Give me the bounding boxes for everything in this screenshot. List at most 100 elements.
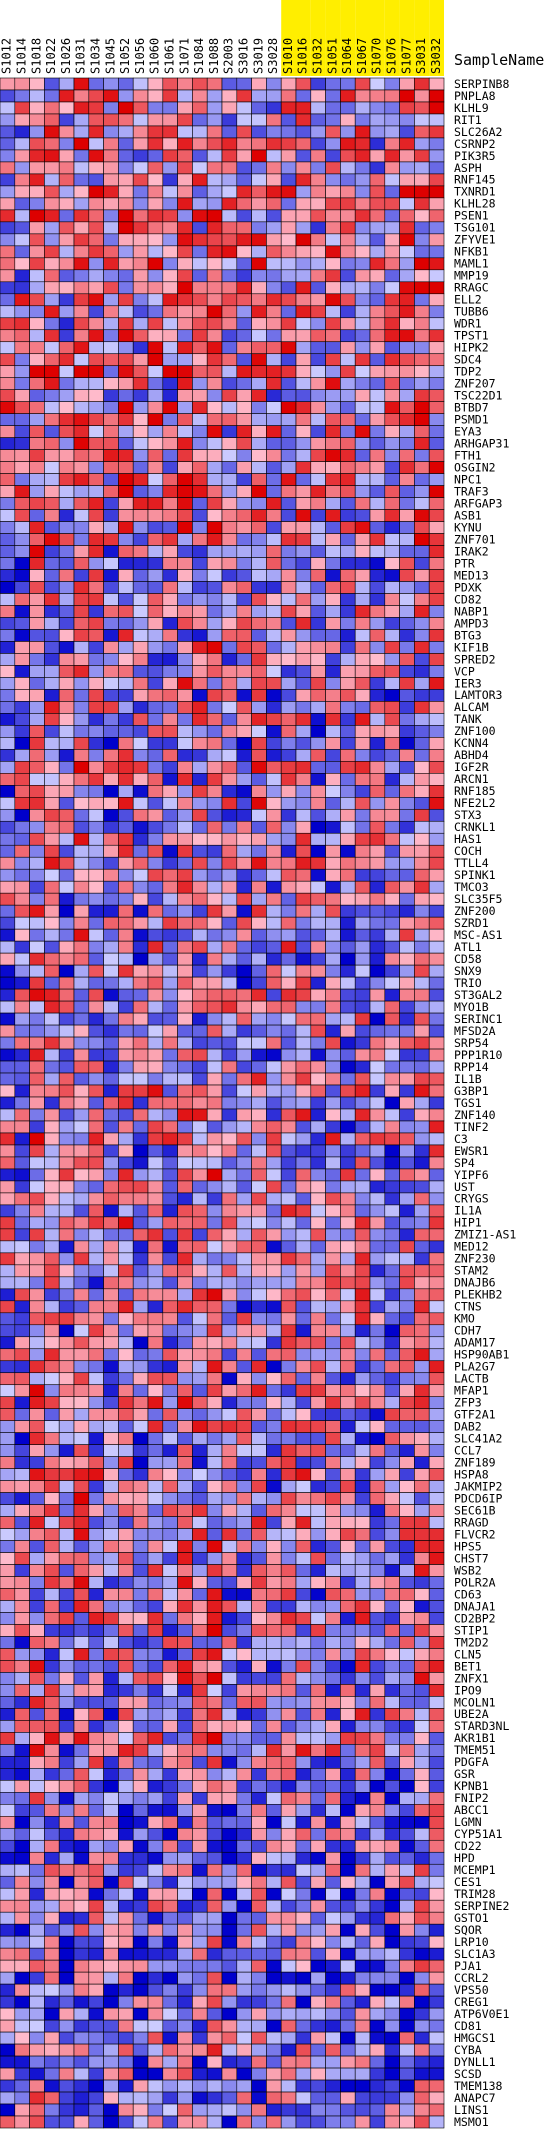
heatmap-cell xyxy=(73,1540,90,1553)
heatmap-cell xyxy=(295,1492,312,1505)
heatmap-cell xyxy=(414,257,430,271)
heatmap-cell xyxy=(310,2043,326,2057)
heatmap-cell xyxy=(384,1768,400,1781)
heatmap-cell xyxy=(236,1192,252,1206)
heatmap-cell xyxy=(325,1552,341,1565)
heatmap-cell xyxy=(88,832,104,846)
heatmap-cell xyxy=(325,689,341,702)
heatmap-cell xyxy=(44,1168,60,1182)
heatmap-cell xyxy=(29,1516,45,1529)
heatmap-cell xyxy=(354,796,371,810)
heatmap-cell xyxy=(162,1264,178,1278)
heatmap-cell xyxy=(132,365,149,379)
heatmap-cell xyxy=(266,1228,282,1242)
heatmap-cell xyxy=(132,497,149,510)
heatmap-cell xyxy=(58,2031,75,2045)
heatmap-cell xyxy=(192,1839,208,1853)
heatmap-cell xyxy=(147,641,164,654)
heatmap-cell xyxy=(221,1252,238,1266)
heatmap-cell xyxy=(280,137,297,151)
heatmap-cell xyxy=(428,1072,445,1086)
heatmap-cell xyxy=(44,904,60,918)
heatmap-cell xyxy=(29,1180,45,1194)
heatmap-cell xyxy=(118,1420,134,1433)
heatmap-cell xyxy=(103,1684,119,1697)
heatmap-cell xyxy=(354,137,371,151)
heatmap-cell xyxy=(0,1947,16,1961)
heatmap-cell xyxy=(295,125,312,139)
heatmap-cell xyxy=(325,761,341,774)
heatmap-cell xyxy=(58,1696,75,1709)
heatmap-cell xyxy=(44,449,60,462)
heatmap-cell xyxy=(118,161,134,175)
heatmap-cell xyxy=(266,749,282,762)
heatmap-cell xyxy=(132,844,149,858)
heatmap-cell xyxy=(0,976,16,990)
heatmap-cell xyxy=(88,101,104,115)
heatmap-cell xyxy=(310,1060,326,1074)
heatmap-cell xyxy=(73,545,90,558)
heatmap-cell xyxy=(192,1240,208,1254)
heatmap-cell xyxy=(73,2031,90,2045)
heatmap-cell xyxy=(310,413,326,426)
heatmap-cell xyxy=(44,1384,60,1398)
heatmap-cell xyxy=(280,749,297,762)
heatmap-cell xyxy=(29,1552,45,1565)
heatmap-cell xyxy=(14,1720,30,1733)
heatmap-cell xyxy=(147,1684,164,1697)
heatmap-cell xyxy=(236,749,252,762)
heatmap-cell xyxy=(192,617,208,630)
heatmap-cell xyxy=(147,1708,164,1721)
heatmap-cell xyxy=(147,221,164,235)
heatmap-cell xyxy=(369,137,386,151)
heatmap-cell xyxy=(236,832,252,846)
heatmap-cell xyxy=(414,1060,430,1074)
heatmap-cell xyxy=(266,629,282,642)
heatmap-cell xyxy=(206,353,223,367)
heatmap-cell xyxy=(132,1540,149,1553)
heatmap-cell xyxy=(428,1720,445,1733)
heatmap-cell xyxy=(44,245,60,259)
heatmap-cell xyxy=(58,461,75,474)
heatmap-cell xyxy=(192,2043,208,2057)
heatmap-cell xyxy=(236,665,252,678)
heatmap-cell xyxy=(251,137,267,151)
heatmap-cell xyxy=(384,557,400,570)
heatmap-cell xyxy=(251,1863,267,1877)
heatmap-cell xyxy=(192,1168,208,1182)
heatmap-cell xyxy=(399,1624,415,1637)
heatmap-cell xyxy=(0,557,16,570)
heatmap-cell xyxy=(103,641,119,654)
heatmap-cell xyxy=(236,808,252,822)
heatmap-cell xyxy=(206,964,223,978)
heatmap-cell xyxy=(44,1624,60,1637)
heatmap-cell xyxy=(14,521,30,534)
heatmap-cell xyxy=(132,916,149,930)
heatmap-cell xyxy=(236,521,252,534)
heatmap-cell xyxy=(177,473,193,486)
heatmap-cell xyxy=(280,1816,297,1829)
heatmap-cell xyxy=(325,1648,341,1661)
heatmap-cell xyxy=(221,1696,238,1709)
heatmap-cell xyxy=(132,269,149,283)
heatmap-cell xyxy=(73,1576,90,1589)
heatmap-cell xyxy=(73,1396,90,1409)
heatmap-cell xyxy=(399,701,415,714)
heatmap-cell xyxy=(428,1420,445,1433)
heatmap-cell xyxy=(354,1756,371,1769)
heatmap-cell xyxy=(0,533,16,546)
heatmap-cell xyxy=(280,868,297,882)
heatmap-cell xyxy=(428,2007,445,2021)
heatmap-cell xyxy=(236,1552,252,1565)
heatmap-cell xyxy=(147,1012,164,1026)
heatmap-cell xyxy=(118,1792,134,1805)
heatmap-cell xyxy=(103,1600,119,1613)
heatmap-cell xyxy=(280,737,297,750)
heatmap-cell xyxy=(266,389,282,402)
heatmap-cell xyxy=(132,1492,149,1505)
heatmap-cell xyxy=(266,1696,282,1709)
heatmap-cell xyxy=(266,329,282,343)
heatmap-cell xyxy=(73,868,90,882)
heatmap-cell xyxy=(369,1576,386,1589)
heatmap-cell xyxy=(340,1228,356,1242)
